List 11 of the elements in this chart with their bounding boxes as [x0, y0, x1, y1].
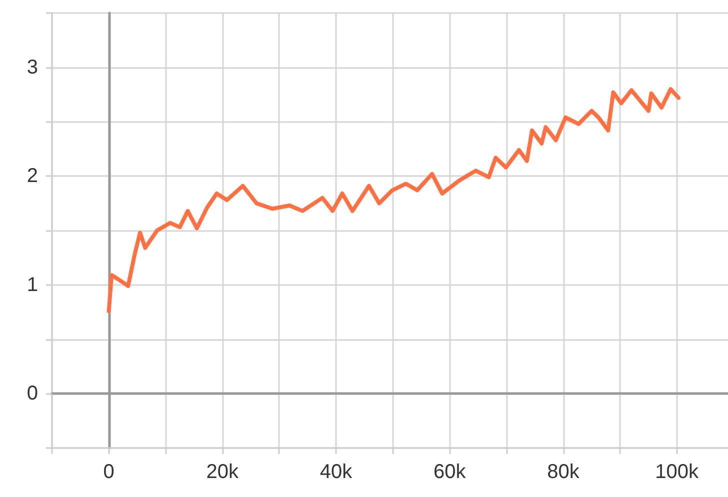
- x-tick-label: 40k: [320, 461, 354, 483]
- y-tick-label: 1: [26, 274, 38, 296]
- x-tick-label: 0: [103, 461, 114, 483]
- x-tick-label: 100k: [655, 461, 700, 483]
- y-tick-label: 3: [26, 56, 38, 78]
- x-tick-label: 60k: [434, 461, 467, 483]
- x-tick-label: 80k: [547, 461, 580, 483]
- line-series: [106, 87, 681, 313]
- y-tick-label: 0: [26, 382, 38, 405]
- y-tick-label: 2: [26, 165, 38, 188]
- x-tick-label: 20k: [206, 461, 240, 483]
